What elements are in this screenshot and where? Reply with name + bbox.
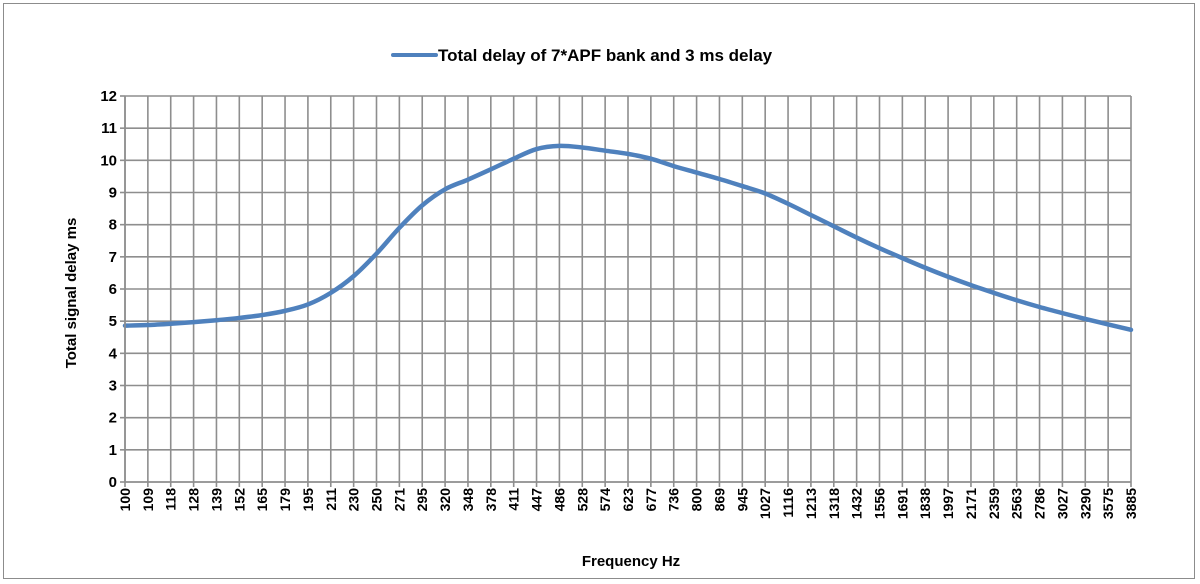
x-tick-label: 152 [231, 488, 247, 512]
x-tick-label: 100 [117, 488, 133, 512]
x-tick-label: 165 [254, 488, 270, 512]
line-chart: Total delay of 7*APF bank and 3 ms delay… [63, 46, 1139, 570]
chart-frame: Total delay of 7*APF bank and 3 ms delay… [3, 3, 1195, 579]
y-tick-label: 4 [109, 345, 118, 362]
y-tick-label: 11 [101, 120, 117, 137]
x-tick-label: 109 [140, 488, 156, 512]
x-tick-label: 1213 [803, 488, 819, 519]
x-tick-label: 411 [506, 488, 522, 511]
y-tick-label: 6 [109, 281, 117, 298]
x-tick-label: 623 [620, 488, 636, 512]
x-tick-label: 869 [711, 488, 727, 512]
x-tick-label: 195 [300, 488, 316, 512]
y-tick-label: 10 [100, 152, 117, 169]
x-tick-label: 1318 [826, 488, 842, 519]
y-axis-title: Total signal delay ms [63, 218, 80, 369]
series-line [122, 143, 1134, 333]
x-tick-label: 230 [346, 488, 362, 512]
x-tick-label: 1691 [894, 488, 910, 519]
plot-border [124, 96, 1131, 483]
x-tick-label: 1997 [940, 488, 956, 519]
x-tick-label: 528 [574, 488, 590, 512]
x-tick-label: 447 [529, 488, 545, 512]
x-tick-label: 2171 [963, 488, 979, 519]
y-tick-label: 7 [109, 249, 117, 266]
x-tick-label: 3290 [1077, 488, 1093, 519]
x-axis-ticks: 100 109 118 128 139 152 165 179 195 211 230 250 271 2… [117, 482, 1139, 519]
x-tick-label: 574 [597, 488, 613, 512]
x-tick-label: 1838 [917, 488, 933, 519]
x-tick-label: 2786 [1032, 488, 1048, 519]
x-axis-title: Frequency Hz [582, 553, 680, 570]
x-tick-label: 2563 [1009, 488, 1025, 519]
x-tick-label: 1556 [872, 488, 888, 519]
x-tick-label: 736 [666, 488, 682, 512]
x-tick-label: 139 [208, 488, 224, 512]
y-tick-label: 2 [109, 410, 117, 427]
x-tick-label: 1027 [757, 488, 773, 519]
x-tick-label: 486 [551, 488, 567, 512]
x-tick-label: 1432 [849, 488, 865, 519]
x-tick-label: 800 [689, 488, 705, 512]
x-tick-label: 677 [643, 488, 659, 512]
x-tick-label: 3027 [1054, 488, 1070, 519]
y-tick-label: 8 [109, 217, 117, 234]
y-tick-label: 9 [109, 185, 117, 202]
legend-label: Total delay of 7*APF bank and 3 ms delay [438, 46, 773, 65]
x-tick-label: 348 [460, 488, 476, 512]
x-tick-label: 211 [323, 488, 339, 511]
x-tick-label: 118 [163, 488, 179, 511]
legend: Total delay of 7*APF bank and 3 ms delay [391, 46, 773, 65]
y-tick-label: 5 [109, 313, 117, 330]
y-tick-label: 0 [109, 474, 117, 491]
y-tick-label: 3 [109, 378, 117, 395]
x-tick-label: 3575 [1100, 488, 1116, 519]
x-tick-label: 1116 [780, 488, 796, 518]
series-layer [122, 143, 1134, 333]
x-tick-label: 320 [437, 488, 453, 512]
x-tick-label: 2359 [986, 488, 1002, 519]
x-tick-label: 179 [277, 488, 293, 512]
x-tick-label: 271 [391, 488, 407, 512]
x-tick-label: 295 [414, 488, 430, 512]
x-tick-label: 128 [186, 488, 202, 512]
y-tick-label: 1 [109, 442, 117, 459]
grid [124, 95, 1132, 483]
x-tick-label: 3885 [1123, 488, 1139, 519]
x-tick-label: 250 [369, 488, 385, 512]
x-tick-label: 378 [483, 488, 499, 512]
x-tick-label: 945 [734, 488, 750, 512]
y-tick-label: 12 [100, 88, 117, 105]
